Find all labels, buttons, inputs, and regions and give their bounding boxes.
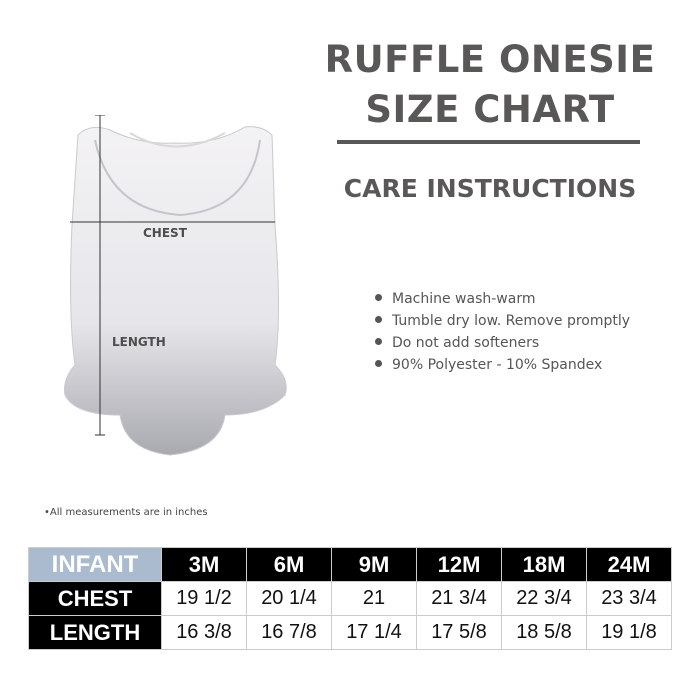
table-cell: 21 3/4 [416, 581, 502, 616]
bullet-icon [375, 294, 382, 301]
title-line-1: RUFFLE ONESIE [324, 38, 656, 81]
table-cell: 20 1/4 [246, 581, 332, 616]
care-item: Do not add softeners [375, 335, 539, 351]
table-cell: 17 5/8 [416, 615, 502, 650]
table-cell: 23 3/4 [586, 581, 672, 616]
corner-cell: INFANT [28, 547, 162, 582]
size-header: 6M [246, 547, 332, 582]
table-cell: 19 1/8 [586, 615, 672, 650]
table-cell: 18 5/8 [501, 615, 587, 650]
care-item-text: 90% Polyester - 10% Spandex [392, 357, 603, 373]
care-item: 90% Polyester - 10% Spandex [375, 357, 602, 373]
bullet-icon [375, 338, 382, 345]
bullet-icon [375, 360, 382, 367]
size-header: 18M [501, 547, 587, 582]
size-header: 9M [331, 547, 417, 582]
table-cell: 21 [331, 581, 417, 616]
chest-label: CHEST [143, 226, 187, 240]
care-item-text: Machine wash-warm [392, 291, 536, 307]
row-label: LENGTH [28, 615, 162, 650]
care-item: Tumble dry low. Remove promptly [375, 313, 630, 329]
table-header-row: INFANT 3M 6M 9M 12M 18M 24M [28, 547, 672, 582]
care-item-text: Do not add softeners [392, 335, 540, 351]
care-item-text: Tumble dry low. Remove promptly [392, 313, 631, 329]
care-heading: CARE INSTRUCTIONS [343, 174, 637, 203]
title-divider [337, 140, 640, 144]
size-header: 12M [416, 547, 502, 582]
length-label: LENGTH [112, 335, 166, 349]
title-line-2: SIZE CHART [365, 88, 615, 131]
table-cell: 16 7/8 [246, 615, 332, 650]
table-row: CHEST 19 1/2 20 1/4 21 21 3/4 22 3/4 23 … [28, 581, 672, 616]
table-row: LENGTH 16 3/8 16 7/8 17 1/4 17 5/8 18 5/… [28, 615, 672, 650]
table-cell: 17 1/4 [331, 615, 417, 650]
care-item: Machine wash-warm [375, 291, 535, 307]
measurement-note: •All measurements are in inches [44, 507, 208, 518]
bullet-icon [375, 316, 382, 323]
size-header: 3M [161, 547, 247, 582]
row-label: CHEST [28, 581, 162, 616]
table-cell: 16 3/8 [161, 615, 247, 650]
size-header: 24M [586, 547, 672, 582]
onesie-image [64, 115, 287, 456]
table-cell: 22 3/4 [501, 581, 587, 616]
size-table: INFANT 3M 6M 9M 12M 18M 24M CHEST 19 1/2… [28, 547, 672, 650]
table-cell: 19 1/2 [161, 581, 247, 616]
